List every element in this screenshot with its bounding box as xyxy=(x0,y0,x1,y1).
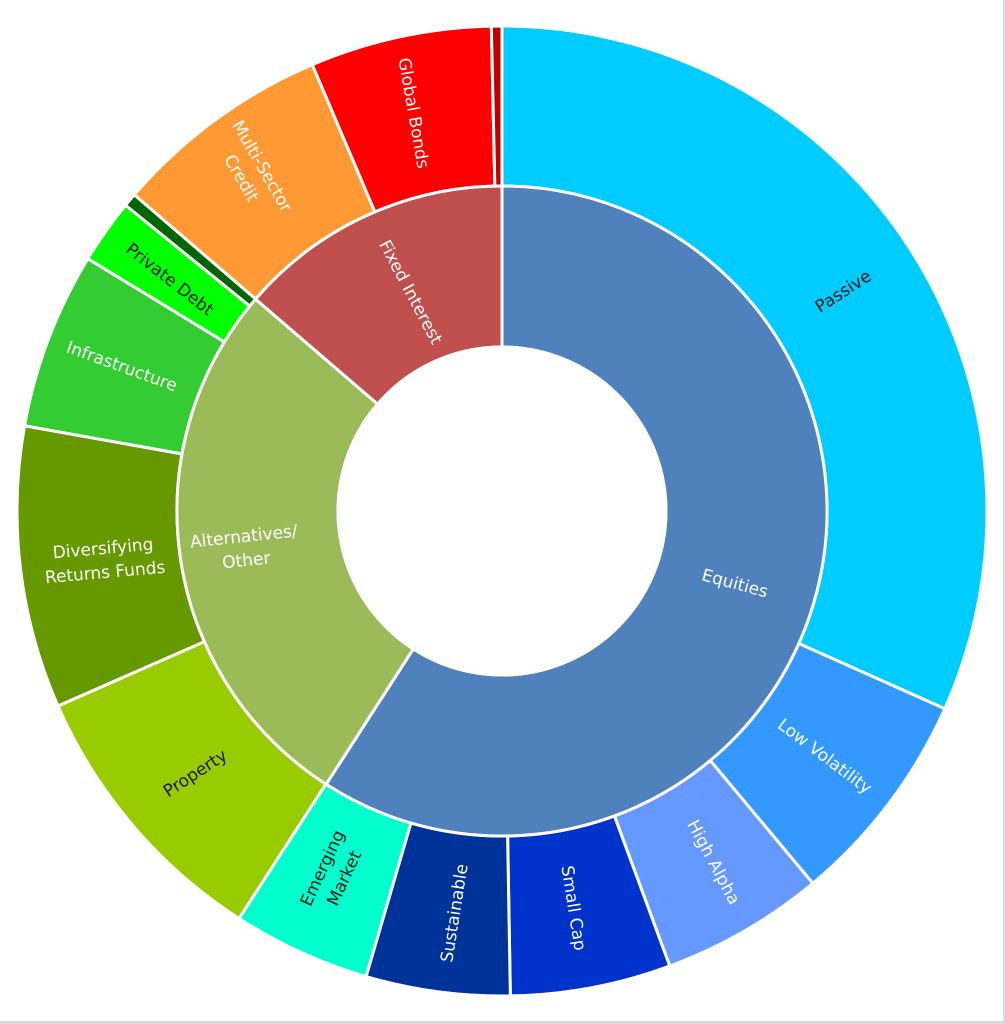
outer-ring xyxy=(15,24,989,998)
inner-ring xyxy=(175,184,829,838)
center-hole xyxy=(336,345,668,677)
outer-segment-unlabeled-13 xyxy=(489,24,504,188)
